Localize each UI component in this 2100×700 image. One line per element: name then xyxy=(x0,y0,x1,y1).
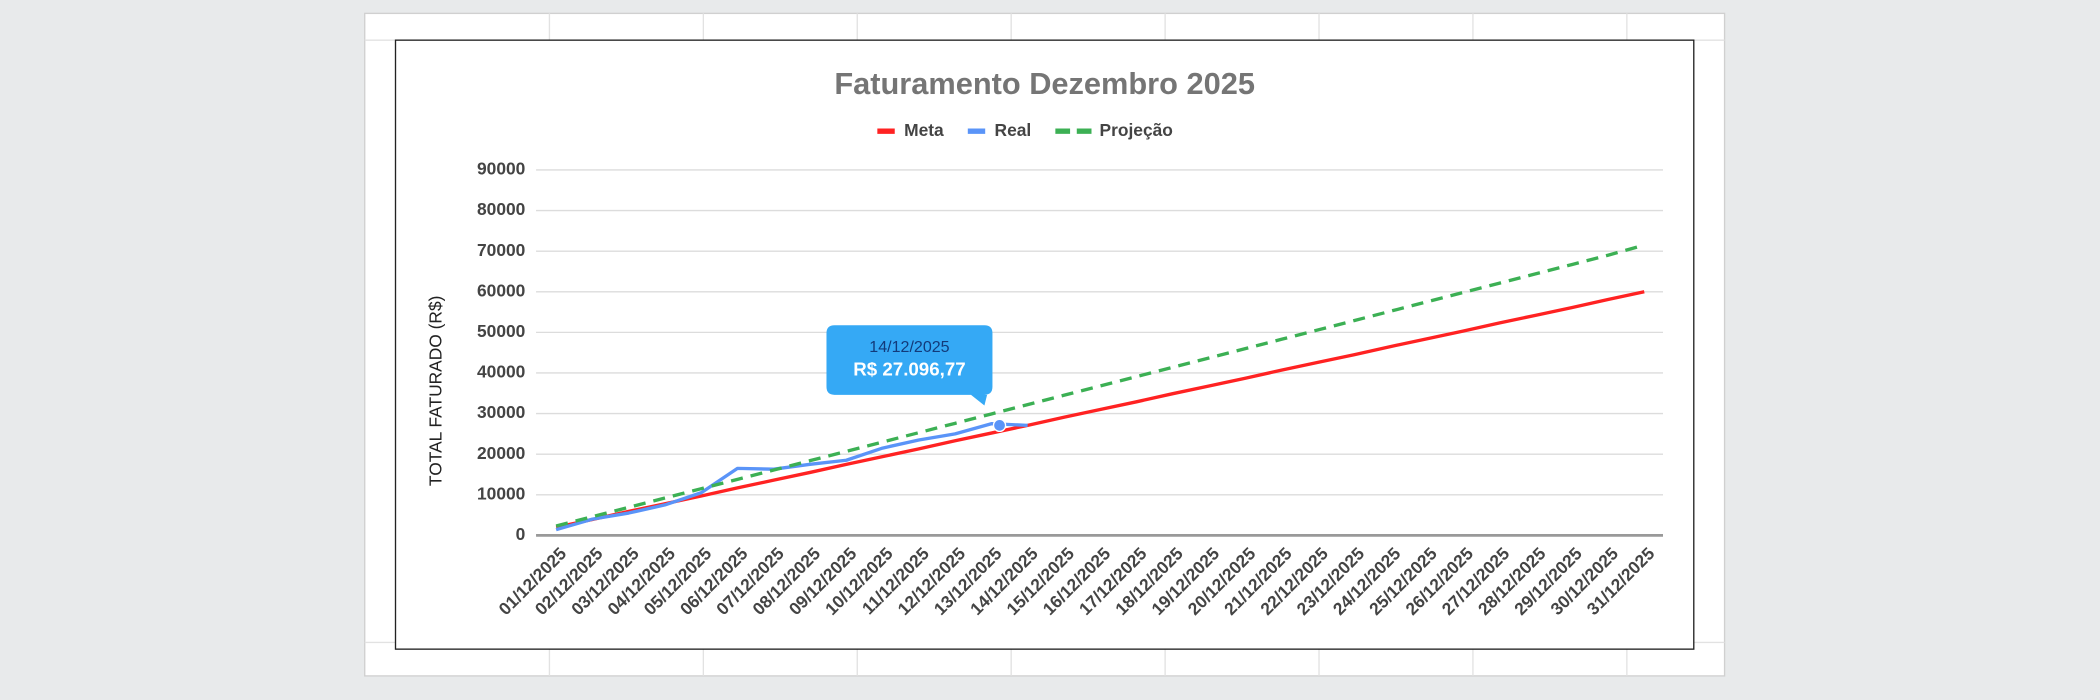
legend-item[interactable]: Real xyxy=(967,120,1032,140)
y-tick-label: 20000 xyxy=(477,443,525,463)
y-tick-label: 70000 xyxy=(477,240,525,260)
hover-point xyxy=(992,418,1007,433)
y-tick-label: 90000 xyxy=(477,159,525,179)
series-line xyxy=(555,290,1645,529)
series-line xyxy=(555,243,1645,528)
legend-item[interactable]: Projeção xyxy=(1055,120,1173,140)
legend-label: Meta xyxy=(904,120,944,140)
y-axis-label: TOTAL FATURADO (R$) xyxy=(426,296,446,487)
legend-label: Real xyxy=(995,120,1032,140)
y-tick-label: 60000 xyxy=(477,280,525,300)
chart-title: Faturamento Dezembro 2025 xyxy=(834,66,1255,101)
y-tick-label: 80000 xyxy=(477,199,525,219)
tooltip-value: R$ 27.096,77 xyxy=(853,359,965,380)
tooltip-label: 14/12/2025 xyxy=(869,338,949,356)
y-tick-label: 30000 xyxy=(477,402,525,422)
y-tick-label: 0 xyxy=(516,524,526,544)
y-tick-label: 40000 xyxy=(477,362,525,382)
chart-frame[interactable] xyxy=(394,39,1695,650)
tooltip-box xyxy=(826,325,993,406)
legend-item[interactable]: Meta xyxy=(877,120,944,140)
legend-label: Projeção xyxy=(1100,120,1173,140)
y-tick-label: 10000 xyxy=(477,483,525,503)
y-tick-label: 50000 xyxy=(477,321,525,341)
